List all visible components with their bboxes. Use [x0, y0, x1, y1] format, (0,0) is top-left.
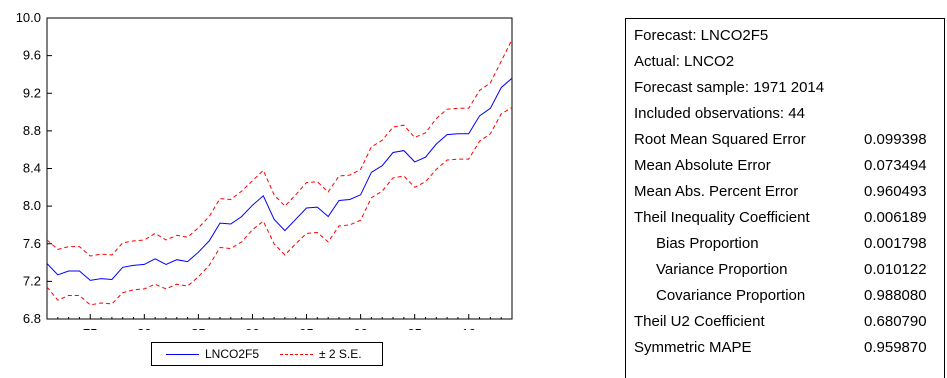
- stat-row-mape: Mean Abs. Percent Error 0.960493: [634, 180, 944, 204]
- stat-label: Variance Proportion: [656, 261, 788, 278]
- forecast-sample: Forecast sample: 1971 2014: [634, 79, 825, 96]
- included-observations-row: Included observations: 44: [634, 102, 944, 126]
- legend-swatch-se-band: [280, 353, 313, 355]
- stat-label: Mean Abs. Percent Error: [634, 183, 799, 200]
- y-tick-label: 8.4: [23, 161, 41, 176]
- stat-label: Theil Inequality Coefficient: [634, 209, 810, 226]
- legend-item-se-band: ± 2 S.E.: [280, 347, 362, 361]
- forecast-sample-row: Forecast sample: 1971 2014: [634, 76, 944, 100]
- stat-row-bias-proportion: Bias Proportion 0.001798: [634, 232, 944, 256]
- stat-value: 0.099398: [864, 131, 927, 148]
- stat-row-covariance-proportion: Covariance Proportion 0.988080: [634, 284, 944, 308]
- stat-row-mae: Mean Absolute Error 0.073494: [634, 154, 944, 178]
- x-tick-label: 10: [462, 326, 476, 330]
- stat-value: 0.001798: [864, 235, 927, 252]
- forecast-line: [46, 77, 513, 281]
- stat-label: Root Mean Squared Error: [634, 131, 806, 148]
- y-tick-label: 7.2: [23, 273, 41, 288]
- y-tick-label: 9.6: [23, 48, 41, 63]
- stat-value: 0.073494: [864, 157, 927, 174]
- chart-legend: LNCO2F5 ± 2 S.E.: [151, 342, 383, 366]
- y-tick-label: 10.0: [16, 10, 41, 25]
- stat-label: Theil U2 Coefficient: [634, 313, 765, 330]
- forecast-name: Forecast: LNCO2F5: [634, 27, 769, 44]
- stat-label: Covariance Proportion: [656, 287, 806, 304]
- x-tick-label: 00: [353, 326, 367, 330]
- stat-row-theil-inequality: Theil Inequality Coefficient 0.006189: [634, 206, 944, 230]
- upper-se-line: [46, 39, 513, 257]
- forecast-chart: 6.8 7.2 7.6 8.0 8.4 8.8 9.2 9.6 10.0 75 80 85 90 95 0…: [16, 10, 513, 330]
- forecast-name-row: Forecast: LNCO2F5: [634, 24, 944, 48]
- stat-label: Mean Absolute Error: [634, 157, 771, 174]
- forecast-statistics-table: Forecast: LNCO2F5 Actual: LNCO2 Forecast…: [625, 18, 945, 378]
- stat-label: Bias Proportion: [656, 235, 759, 252]
- legend-label-forecast: LNCO2F5: [205, 347, 260, 361]
- stat-row-theil-u2: Theil U2 Coefficient 0.680790: [634, 310, 944, 334]
- x-tick-label: 85: [191, 326, 205, 330]
- stat-value: 0.010122: [864, 261, 927, 278]
- lower-se-line: [46, 106, 513, 306]
- legend-label-se-band: ± 2 S.E.: [319, 347, 362, 361]
- series-layer: [46, 39, 513, 306]
- stat-row-symmetric-mape: Symmetric MAPE 0.959870: [634, 336, 944, 360]
- actual-name-row: Actual: LNCO2: [634, 50, 944, 74]
- stat-value: 0.959870: [864, 339, 927, 356]
- stat-value: 0.960493: [864, 183, 927, 200]
- actual-name: Actual: LNCO2: [634, 53, 735, 70]
- x-axis: 75 80 85 90 95 00 05 10: [46, 314, 513, 330]
- x-tick-label: 75: [83, 326, 97, 330]
- y-tick-label: 9.2: [23, 85, 41, 100]
- x-tick-label: 05: [407, 326, 421, 330]
- stat-label: Symmetric MAPE: [634, 339, 752, 356]
- x-tick-label: 90: [245, 326, 259, 330]
- y-axis: 6.8 7.2 7.6 8.0 8.4 8.8 9.2 9.6 10.0: [16, 10, 52, 326]
- stat-value: 0.988080: [864, 287, 927, 304]
- y-tick-label: 8.0: [23, 198, 41, 213]
- stat-row-variance-proportion: Variance Proportion 0.010122: [634, 258, 944, 282]
- x-tick-label: 80: [137, 326, 151, 330]
- included-observations: Included observations: 44: [634, 105, 805, 122]
- y-tick-label: 6.8: [23, 311, 41, 326]
- legend-item-forecast: LNCO2F5: [166, 347, 259, 361]
- stat-value: 0.006189: [864, 209, 927, 226]
- y-tick-label: 7.6: [23, 236, 41, 251]
- y-tick-label: 8.8: [23, 123, 41, 138]
- legend-swatch-forecast: [166, 353, 199, 355]
- stat-row-rmse: Root Mean Squared Error 0.099398: [634, 128, 944, 152]
- x-tick-label: 95: [299, 326, 313, 330]
- stat-value: 0.680790: [864, 313, 927, 330]
